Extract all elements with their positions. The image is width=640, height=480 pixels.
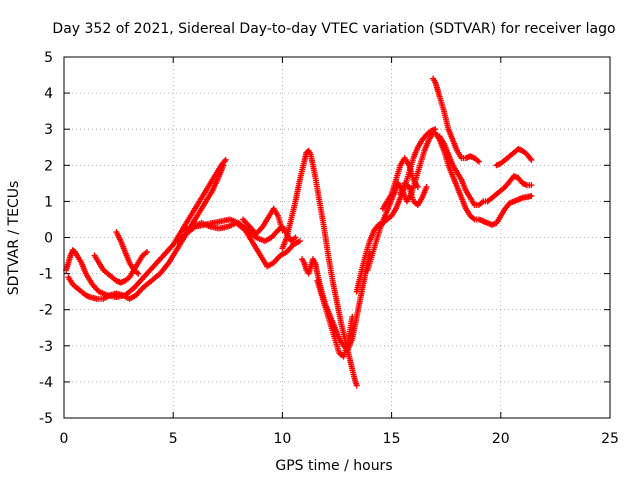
data-point-marker [528,156,535,163]
y-tick-label: -5 [39,411,53,427]
x-axis-label: GPS time / hours [275,458,392,474]
data-point-marker [220,162,227,169]
x-tick-label: 25 [601,431,619,447]
data-point-marker [279,227,286,234]
data-point-marker [135,270,142,277]
data-point-marker [222,156,229,163]
x-tick-label: 10 [273,431,291,447]
y-tick-label: 2 [44,158,53,174]
y-tick-label: -4 [39,375,53,391]
data-point-marker [414,183,421,190]
data-point-marker [475,158,482,165]
data-point-marker [292,234,299,241]
grid [64,57,610,418]
x-tick-label: 20 [492,431,510,447]
y-tick-label: -1 [39,267,53,283]
y-axis-label: SDTVAR / TECUs [6,181,22,296]
x-tick-label: 0 [60,431,69,447]
data-point-marker [143,248,150,255]
chart-title: Day 352 of 2021, Sidereal Day-to-day VTE… [52,21,615,37]
data-point-marker [296,238,303,245]
y-tick-label: 4 [44,86,53,102]
data-point-marker [349,313,356,320]
data-point-marker [528,182,535,189]
data-point-marker [423,183,430,190]
y-tick-label: 1 [44,194,53,210]
y-tick-label: -2 [39,303,53,319]
data-point-marker [528,192,535,199]
y-tick-label: -3 [39,339,53,355]
y-tick-label: 5 [44,50,53,66]
plot-frame [63,56,611,419]
y-tick-label: 0 [44,231,53,247]
x-tick-label: 5 [169,431,178,447]
data-points [63,75,535,389]
data-point-marker [353,382,360,389]
y-tick-label: 3 [44,122,53,138]
x-tick-label: 15 [383,431,401,447]
